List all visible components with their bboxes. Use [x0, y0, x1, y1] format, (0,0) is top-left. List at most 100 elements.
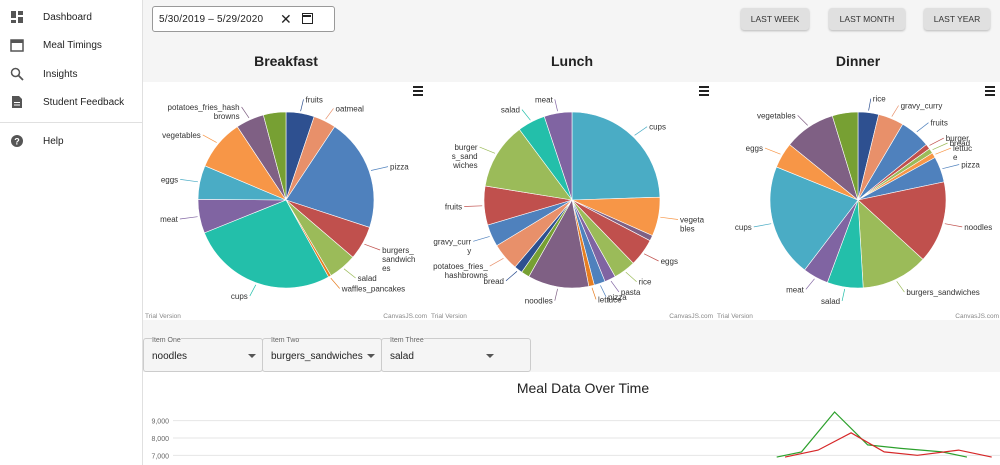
- pie-slice-label: bread: [950, 139, 970, 148]
- item-two-label: Item Two: [271, 337, 300, 344]
- sidebar-item-label: Meal Timings: [43, 39, 102, 51]
- pie-label-connector: [929, 137, 944, 146]
- pie-slice-label: cups: [231, 292, 248, 301]
- pie-label-connector: [364, 243, 381, 251]
- sidebar: Dashboard Meal Timings Insights Student …: [0, 0, 143, 465]
- pie-slice[interactable]: [543, 111, 573, 201]
- pie-chart-breakfast: fruits oatmeal pizza burgers_ sandwich es sala…: [143, 82, 429, 320]
- pie-slice-label: pasta: [621, 288, 641, 297]
- pie-slice[interactable]: [285, 126, 375, 228]
- trial-watermark: Trial Version: [717, 313, 753, 320]
- pie-slice[interactable]: [769, 166, 859, 271]
- pie-label-connector: [753, 223, 772, 228]
- pie-slice[interactable]: [571, 111, 661, 201]
- close-icon[interactable]: ✕: [280, 11, 292, 27]
- pie-chart-dinner: rice gravy_curry fruits burger bread lettuc e p…: [715, 82, 1000, 320]
- search-icon: [10, 67, 24, 81]
- y-tick-label: 7,000: [151, 453, 169, 460]
- pie-slice[interactable]: [857, 181, 947, 260]
- pie-label-connector: [202, 134, 217, 143]
- pie-slice-label: rice: [639, 278, 652, 287]
- pie-label-connector: [868, 98, 872, 111]
- y-tick-label: 8,000: [151, 436, 169, 443]
- pie-slice-label: salad: [358, 274, 377, 283]
- pie-slice[interactable]: [262, 111, 287, 201]
- canvasjs-credit[interactable]: CanvasJS.com: [955, 313, 999, 320]
- line-chart-meal-data: Meal Data Over Time 9,000 8,000 7,000: [143, 372, 1000, 465]
- pie-slice-label: eggs: [661, 257, 678, 266]
- pie-label-connector: [797, 115, 808, 126]
- last-week-button[interactable]: LAST WEEK: [741, 8, 809, 30]
- pie-slice-label: potatoes_fries_hashbrowns: [433, 262, 488, 280]
- pie-slice-label: bread: [484, 277, 504, 286]
- chevron-down-icon[interactable]: [248, 354, 256, 358]
- pie-title-breakfast: Breakfast: [254, 53, 318, 69]
- pie-slice[interactable]: [831, 111, 859, 201]
- pie-slice-label: pizza: [390, 163, 409, 172]
- menu-icon[interactable]: [985, 86, 995, 96]
- pie-slice-label: meat: [786, 285, 805, 294]
- pie-label-connector: [935, 147, 952, 155]
- pie-slice-label: noodles: [525, 297, 553, 306]
- item-one-value: noodles: [152, 351, 188, 362]
- calendar-icon[interactable]: [302, 13, 313, 24]
- canvasjs-credit[interactable]: CanvasJS.com: [669, 313, 713, 320]
- pie-slice-label: cups: [649, 123, 666, 132]
- pie-slice-label: eggs: [161, 175, 178, 184]
- pie-label-connector: [660, 216, 679, 220]
- pie-slice-label: meat: [535, 95, 554, 104]
- sidebar-item-help[interactable]: ? Help: [0, 127, 143, 155]
- pie-slice-label: burger: [946, 134, 969, 143]
- pie-slice[interactable]: [203, 199, 329, 289]
- pie-label-connector: [473, 236, 490, 242]
- pie-label-connector: [591, 287, 597, 300]
- item-three-select[interactable]: Item Three salad: [381, 337, 531, 372]
- menu-icon[interactable]: [413, 86, 423, 96]
- pie-label-connector: [554, 288, 558, 301]
- pie-label-connector: [521, 109, 531, 121]
- line-chart-title: Meal Data Over Time: [516, 380, 650, 396]
- menu-icon[interactable]: [699, 86, 709, 96]
- sidebar-item-meal-timings[interactable]: Meal Timings: [0, 31, 143, 59]
- pie-label-connector: [764, 147, 781, 155]
- date-range-value: 5/30/2019 – 5/29/2020: [159, 14, 264, 25]
- sidebar-item-insights[interactable]: Insights: [0, 60, 143, 88]
- sidebar-item-label: Insights: [43, 68, 78, 80]
- sidebar-item-student-feedback[interactable]: Student Feedback: [0, 88, 143, 116]
- line-series-noodles[interactable]: [784, 432, 992, 458]
- pie-label-connector: [841, 288, 846, 301]
- pie-slice-label: meat: [160, 215, 179, 224]
- pie-slice[interactable]: [484, 129, 573, 201]
- svg-text:?: ?: [14, 137, 20, 147]
- chevron-down-icon[interactable]: [486, 354, 494, 358]
- pie-label-connector: [932, 142, 948, 151]
- item-two-value: burgers_sandwiches: [271, 351, 363, 362]
- last-year-button[interactable]: LAST YEAR: [924, 8, 990, 30]
- pie-label-connector: [343, 268, 356, 279]
- canvasjs-credit[interactable]: CanvasJS.com: [383, 313, 427, 320]
- pie-slice-label: vegetables: [757, 111, 796, 120]
- pie-label-connector: [944, 223, 963, 228]
- item-one-select[interactable]: Item One noodles: [143, 337, 263, 372]
- pie-slice[interactable]: [857, 199, 924, 289]
- pie-title-lunch: Lunch: [551, 53, 593, 69]
- date-range-picker[interactable]: 5/30/2019 – 5/29/2020 ✕: [152, 6, 335, 32]
- chevron-down-icon[interactable]: [367, 354, 375, 358]
- pie-label-connector: [896, 281, 905, 293]
- pie-label-connector: [554, 99, 558, 112]
- line-series-burgers_sandwiches[interactable]: [776, 411, 968, 458]
- item-two-select[interactable]: Item Two burgers_sandwiches: [262, 337, 382, 372]
- pie-title-dinner: Dinner: [835, 53, 881, 69]
- sidebar-item-dashboard[interactable]: Dashboard: [0, 3, 143, 31]
- last-month-button[interactable]: LAST MONTH: [829, 8, 905, 30]
- pie-label-connector: [241, 106, 250, 119]
- pie-slice-label: pizza: [961, 161, 980, 170]
- main-content: 5/30/2019 – 5/29/2020 ✕ LAST WEEK LAST M…: [143, 0, 1000, 465]
- pie-label-connector: [625, 271, 637, 282]
- pie-label-connector: [464, 205, 483, 207]
- pie-label-connector: [942, 164, 960, 170]
- line-chart-svg: 9,000 8,000 7,000: [151, 411, 1000, 460]
